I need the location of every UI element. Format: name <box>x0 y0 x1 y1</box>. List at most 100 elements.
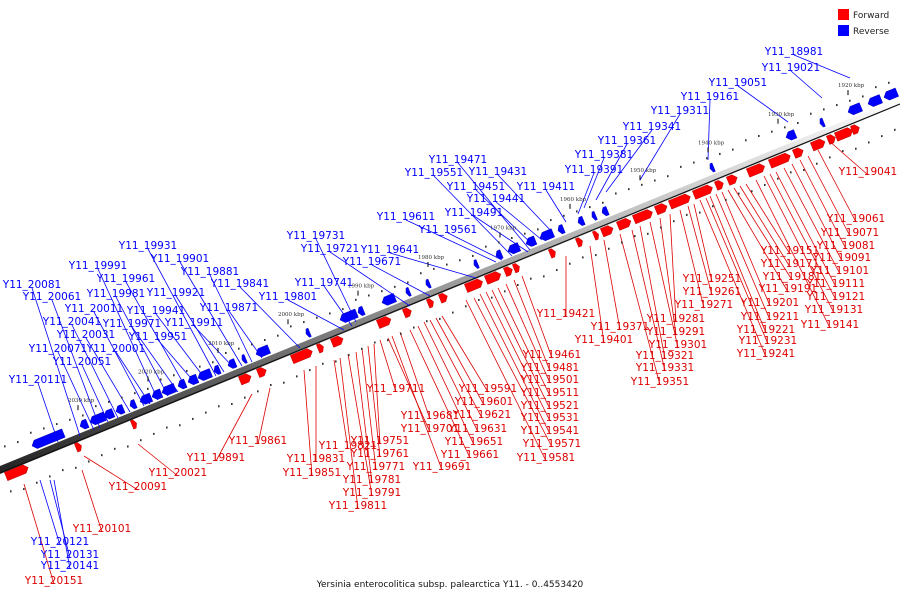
reverse-gene-4[interactable] <box>114 404 126 415</box>
forward-gene-21[interactable] <box>632 208 654 225</box>
reverse-gene-35[interactable] <box>866 94 883 109</box>
reverse-gene-7[interactable] <box>150 388 164 401</box>
forward-gene-25[interactable] <box>714 179 725 191</box>
reverse-gene-32[interactable] <box>784 129 798 142</box>
reverse-gene-label: Y11_18981 <box>764 46 823 58</box>
reverse-leader-line <box>389 252 477 279</box>
forward-gene-4[interactable] <box>256 366 268 378</box>
reverse-gene-30[interactable] <box>600 206 610 217</box>
forward-gene-23[interactable] <box>668 192 692 210</box>
reverse-gene-22[interactable] <box>472 259 480 269</box>
forward-leader-line <box>83 455 139 491</box>
reverse-leader-line <box>737 85 789 123</box>
forward-gene-13[interactable] <box>484 270 502 285</box>
forward-gene-5[interactable] <box>290 347 314 364</box>
track-mark <box>615 192 617 195</box>
reverse-gene-13[interactable] <box>226 358 238 370</box>
forward-gene-18[interactable] <box>592 230 600 241</box>
reverse-gene-12[interactable] <box>212 364 222 376</box>
forward-leader-line <box>709 195 767 334</box>
forward-gene-12[interactable] <box>464 277 484 293</box>
forward-gene-16[interactable] <box>548 248 557 259</box>
reverse-gene-5[interactable] <box>128 399 138 410</box>
reverse-gene-label: Y11_19881 <box>180 266 239 278</box>
reverse-gene-label: Y11_19971 <box>102 318 161 330</box>
reverse-gene-17[interactable] <box>338 308 359 324</box>
reverse-leader-line <box>475 189 535 247</box>
forward-gene-27[interactable] <box>746 162 766 178</box>
forward-gene-3[interactable] <box>238 372 253 386</box>
reverse-leader-line <box>115 296 169 397</box>
forward-gene-24[interactable] <box>692 183 714 200</box>
track-mark <box>108 400 110 403</box>
reverse-gene-1[interactable] <box>78 418 90 430</box>
forward-gene-31[interactable] <box>826 133 837 145</box>
reverse-gene-20[interactable] <box>404 287 412 297</box>
reverse-leader-line <box>545 189 567 223</box>
track-mark <box>36 481 38 484</box>
reverse-gene-label: Y11_19491 <box>444 207 503 219</box>
track-mark <box>342 308 344 311</box>
track-mark <box>563 214 565 217</box>
forward-gene-0[interactable] <box>4 463 30 481</box>
reverse-gene-33[interactable] <box>818 117 826 128</box>
forward-leader-line <box>355 351 373 484</box>
reverse-gene-28[interactable] <box>576 215 586 227</box>
reverse-gene-31[interactable] <box>708 162 716 173</box>
forward-gene-20[interactable] <box>616 217 632 231</box>
reverse-gene-26[interactable] <box>538 228 555 243</box>
forward-gene-14[interactable] <box>503 265 514 277</box>
forward-leader-line <box>409 329 471 459</box>
forward-leader-line <box>649 221 679 349</box>
reverse-gene-label: Y11_19641 <box>360 244 419 256</box>
reverse-leader-line <box>37 382 59 443</box>
reverse-gene-label: Y11_20051 <box>52 356 111 368</box>
reverse-gene-24[interactable] <box>506 242 522 256</box>
forward-gene-22[interactable] <box>654 202 669 216</box>
reverse-gene-25[interactable] <box>524 235 538 248</box>
forward-gene-32[interactable] <box>834 126 854 142</box>
forward-gene-10[interactable] <box>426 298 435 309</box>
reverse-gene-18[interactable] <box>356 305 366 317</box>
forward-gene-15[interactable] <box>512 262 521 274</box>
reverse-gene-21[interactable] <box>424 278 432 289</box>
reverse-gene-29[interactable] <box>590 210 598 221</box>
forward-gene-11[interactable] <box>438 292 449 304</box>
forward-gene-9[interactable] <box>402 307 413 319</box>
track-mark <box>582 256 584 259</box>
forward-gene-6[interactable] <box>316 343 325 354</box>
reverse-gene-label: Y11_19991 <box>68 260 127 272</box>
reverse-gene-16[interactable] <box>304 327 312 338</box>
forward-gene-17[interactable] <box>575 237 584 248</box>
forward-gene-2[interactable] <box>130 419 138 430</box>
reverse-gene-0[interactable] <box>30 428 66 450</box>
reverse-leader-line <box>605 129 653 193</box>
forward-gene-30[interactable] <box>810 137 826 152</box>
forward-leader-line <box>699 199 767 358</box>
reverse-gene-19[interactable] <box>380 293 397 307</box>
reverse-gene-10[interactable] <box>186 373 200 386</box>
track-mark <box>426 320 428 323</box>
track-mark <box>550 219 552 222</box>
forward-gene-26[interactable] <box>726 173 739 186</box>
reverse-gene-14[interactable] <box>240 354 248 364</box>
reverse-gene-34[interactable] <box>846 102 863 117</box>
forward-gene-29[interactable] <box>792 146 805 159</box>
reverse-gene-36[interactable] <box>882 87 899 102</box>
track-mark <box>660 226 662 229</box>
reverse-gene-27[interactable] <box>556 224 566 235</box>
reverse-gene-11[interactable] <box>196 368 213 383</box>
forward-leader-line <box>603 239 621 331</box>
forward-gene-19[interactable] <box>600 224 615 238</box>
forward-gene-8[interactable] <box>376 315 392 329</box>
reverse-gene-label: Y11_19341 <box>622 121 681 133</box>
forward-gene-7[interactable] <box>330 335 345 348</box>
forward-gene-label: Y11_19791 <box>342 487 401 499</box>
reverse-gene-3[interactable] <box>102 408 116 421</box>
legend: Forward Reverse <box>838 9 890 37</box>
reverse-leader-line <box>71 324 119 419</box>
forward-gene-28[interactable] <box>768 152 792 169</box>
track-mark <box>530 277 532 280</box>
forward-gene-33[interactable] <box>850 123 861 135</box>
forward-gene-1[interactable] <box>74 441 83 453</box>
